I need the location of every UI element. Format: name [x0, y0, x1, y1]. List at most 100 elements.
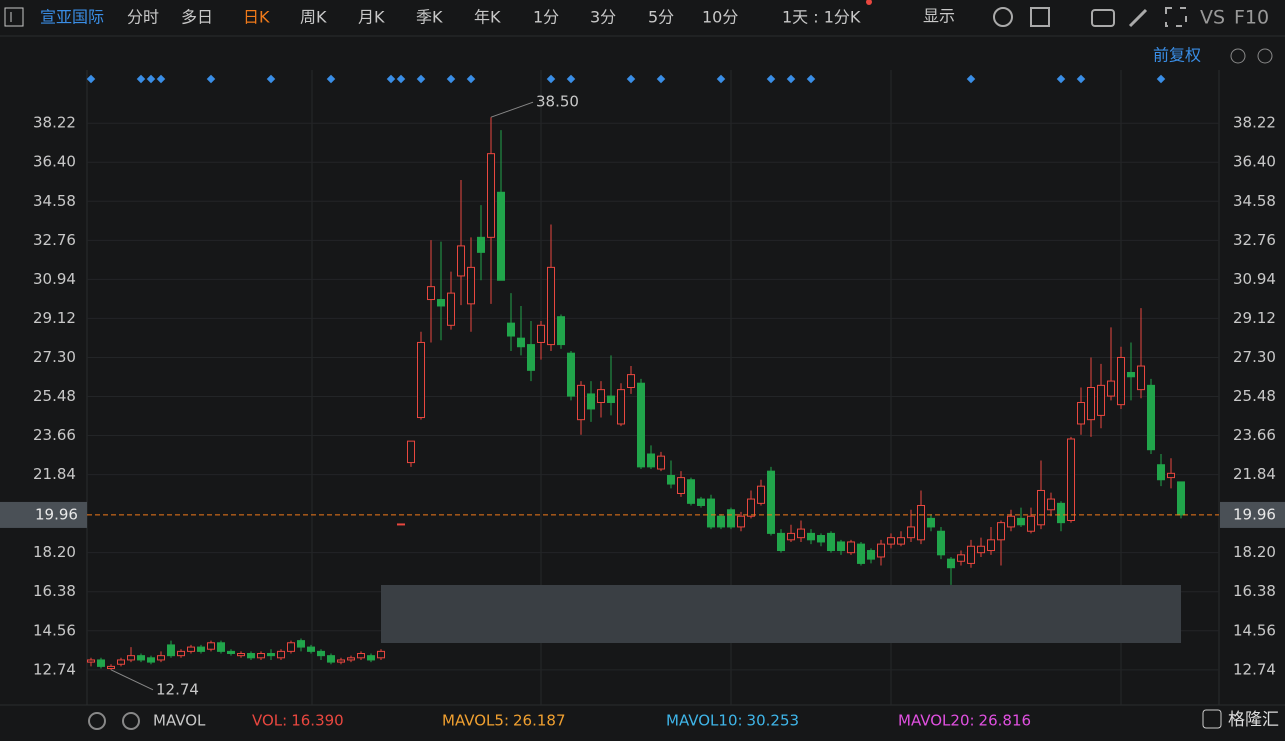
stock-name[interactable]: 宣亚国际	[40, 8, 104, 27]
candle-body	[247, 653, 255, 659]
candle-body	[937, 530, 945, 556]
y-tick-label: 16.38	[33, 582, 76, 600]
candle-body	[207, 642, 215, 650]
y-tick-label: 32.76	[33, 231, 76, 249]
indicator-value: 26.816	[979, 712, 1032, 730]
event-marker	[206, 74, 216, 84]
candle-body	[267, 653, 275, 657]
indicator-value: 30.253	[747, 712, 800, 730]
adjust-menu[interactable]: 前复权	[1153, 46, 1201, 65]
event-marker	[266, 74, 276, 84]
event-marker	[156, 74, 166, 84]
tab[interactable]: 季K	[416, 8, 443, 27]
tab[interactable]: 年K	[474, 8, 501, 27]
candle-body	[1097, 384, 1105, 416]
indicator-name[interactable]: MAVOL	[153, 712, 206, 730]
candle-body	[427, 286, 435, 301]
indicator-label: MAVOL5:	[442, 712, 509, 730]
y-tick-label: 21.84	[33, 465, 76, 483]
candle-body	[927, 517, 935, 528]
candle-body	[507, 322, 515, 337]
candle-body	[527, 344, 535, 371]
y-tick-label: 29.12	[1233, 309, 1276, 327]
tab[interactable]: 10分	[702, 8, 738, 27]
undo-icon[interactable]	[1230, 48, 1246, 64]
candle-body	[277, 650, 285, 659]
period-select[interactable]: 1天 : 1分K	[782, 8, 861, 27]
candle-body	[447, 292, 455, 326]
fullscreen-icon[interactable]	[1165, 7, 1187, 27]
candle-body	[1037, 489, 1045, 526]
candle-body	[637, 382, 645, 468]
candle-body	[807, 532, 815, 541]
overlay-panel	[381, 585, 1181, 643]
zoom-out-icon[interactable]	[1257, 48, 1273, 64]
candle-body	[147, 657, 155, 663]
candle-body	[137, 655, 145, 661]
display-menu[interactable]: 显示	[923, 7, 955, 26]
candle-body	[977, 545, 985, 554]
pen-icon[interactable]	[1128, 8, 1148, 28]
candle-body	[167, 644, 175, 657]
candle-body	[307, 646, 315, 652]
annotation: 12.74	[156, 680, 199, 698]
candle-body	[187, 646, 195, 652]
menu-icon[interactable]	[4, 7, 24, 27]
candle-body	[357, 653, 365, 659]
notice-dot	[866, 0, 872, 5]
last-price-label: 19.96	[35, 505, 78, 523]
tab[interactable]: 3分	[590, 8, 616, 27]
indicator-value: 26.187	[513, 712, 566, 730]
f10-button[interactable]: F10	[1234, 7, 1269, 29]
vs-button[interactable]: VS	[1200, 7, 1225, 29]
candle-body	[1057, 502, 1065, 524]
settings-icon[interactable]	[993, 7, 1013, 27]
tab[interactable]: 周K	[300, 8, 327, 27]
candle-body	[127, 655, 135, 661]
event-marker	[326, 74, 336, 84]
plot: 12.74 12.74 14.56 14.56 16.38 16.38 18.20 18.20…	[0, 74, 1285, 698]
candle-body	[227, 650, 235, 655]
candle-body	[837, 541, 845, 552]
candle-body	[87, 659, 95, 663]
tab[interactable]: 月K	[358, 8, 385, 27]
tab[interactable]: 分时	[127, 8, 159, 27]
annotation-leader	[490, 101, 534, 118]
y-tick-label: 14.56	[1233, 621, 1276, 639]
y-tick-label: 16.38	[1233, 582, 1276, 600]
close-icon[interactable]	[122, 712, 140, 730]
y-tick-label: 12.74	[1233, 660, 1276, 678]
candle-body	[327, 655, 335, 663]
candle-body	[797, 528, 805, 539]
candle-body	[627, 374, 635, 389]
candle-body	[347, 657, 355, 661]
candle-body	[917, 504, 925, 541]
y-tick-label: 18.20	[1233, 543, 1276, 561]
candle-body	[857, 543, 865, 564]
candle-body	[1137, 365, 1145, 391]
candle-body	[867, 550, 875, 560]
y-tick-label: 36.40	[33, 153, 76, 171]
candle-body	[197, 646, 205, 652]
candle-body	[157, 655, 165, 661]
y-tick-label: 18.20	[33, 543, 76, 561]
candle-body	[657, 455, 665, 470]
y-tick-label: 27.30	[1233, 348, 1276, 366]
box-icon[interactable]	[1030, 7, 1050, 27]
tab[interactable]: 5分	[648, 8, 674, 27]
logo	[1202, 709, 1222, 729]
candle-body	[217, 642, 225, 652]
tab[interactable]: 多日	[181, 8, 213, 27]
candle-body	[337, 659, 345, 663]
indicator-value: 16.390	[291, 712, 344, 730]
annotation-leader	[110, 669, 154, 691]
event-marker	[446, 74, 456, 84]
candle-body	[1007, 515, 1015, 528]
y-tick-label: 23.66	[1233, 426, 1276, 444]
tab[interactable]: 日K	[243, 8, 270, 27]
candle-body	[1157, 464, 1165, 481]
y-tick-label: 27.30	[33, 348, 76, 366]
settings-icon[interactable]	[88, 712, 106, 730]
tab[interactable]: 1分	[533, 8, 559, 27]
camera-icon[interactable]	[1091, 9, 1115, 27]
